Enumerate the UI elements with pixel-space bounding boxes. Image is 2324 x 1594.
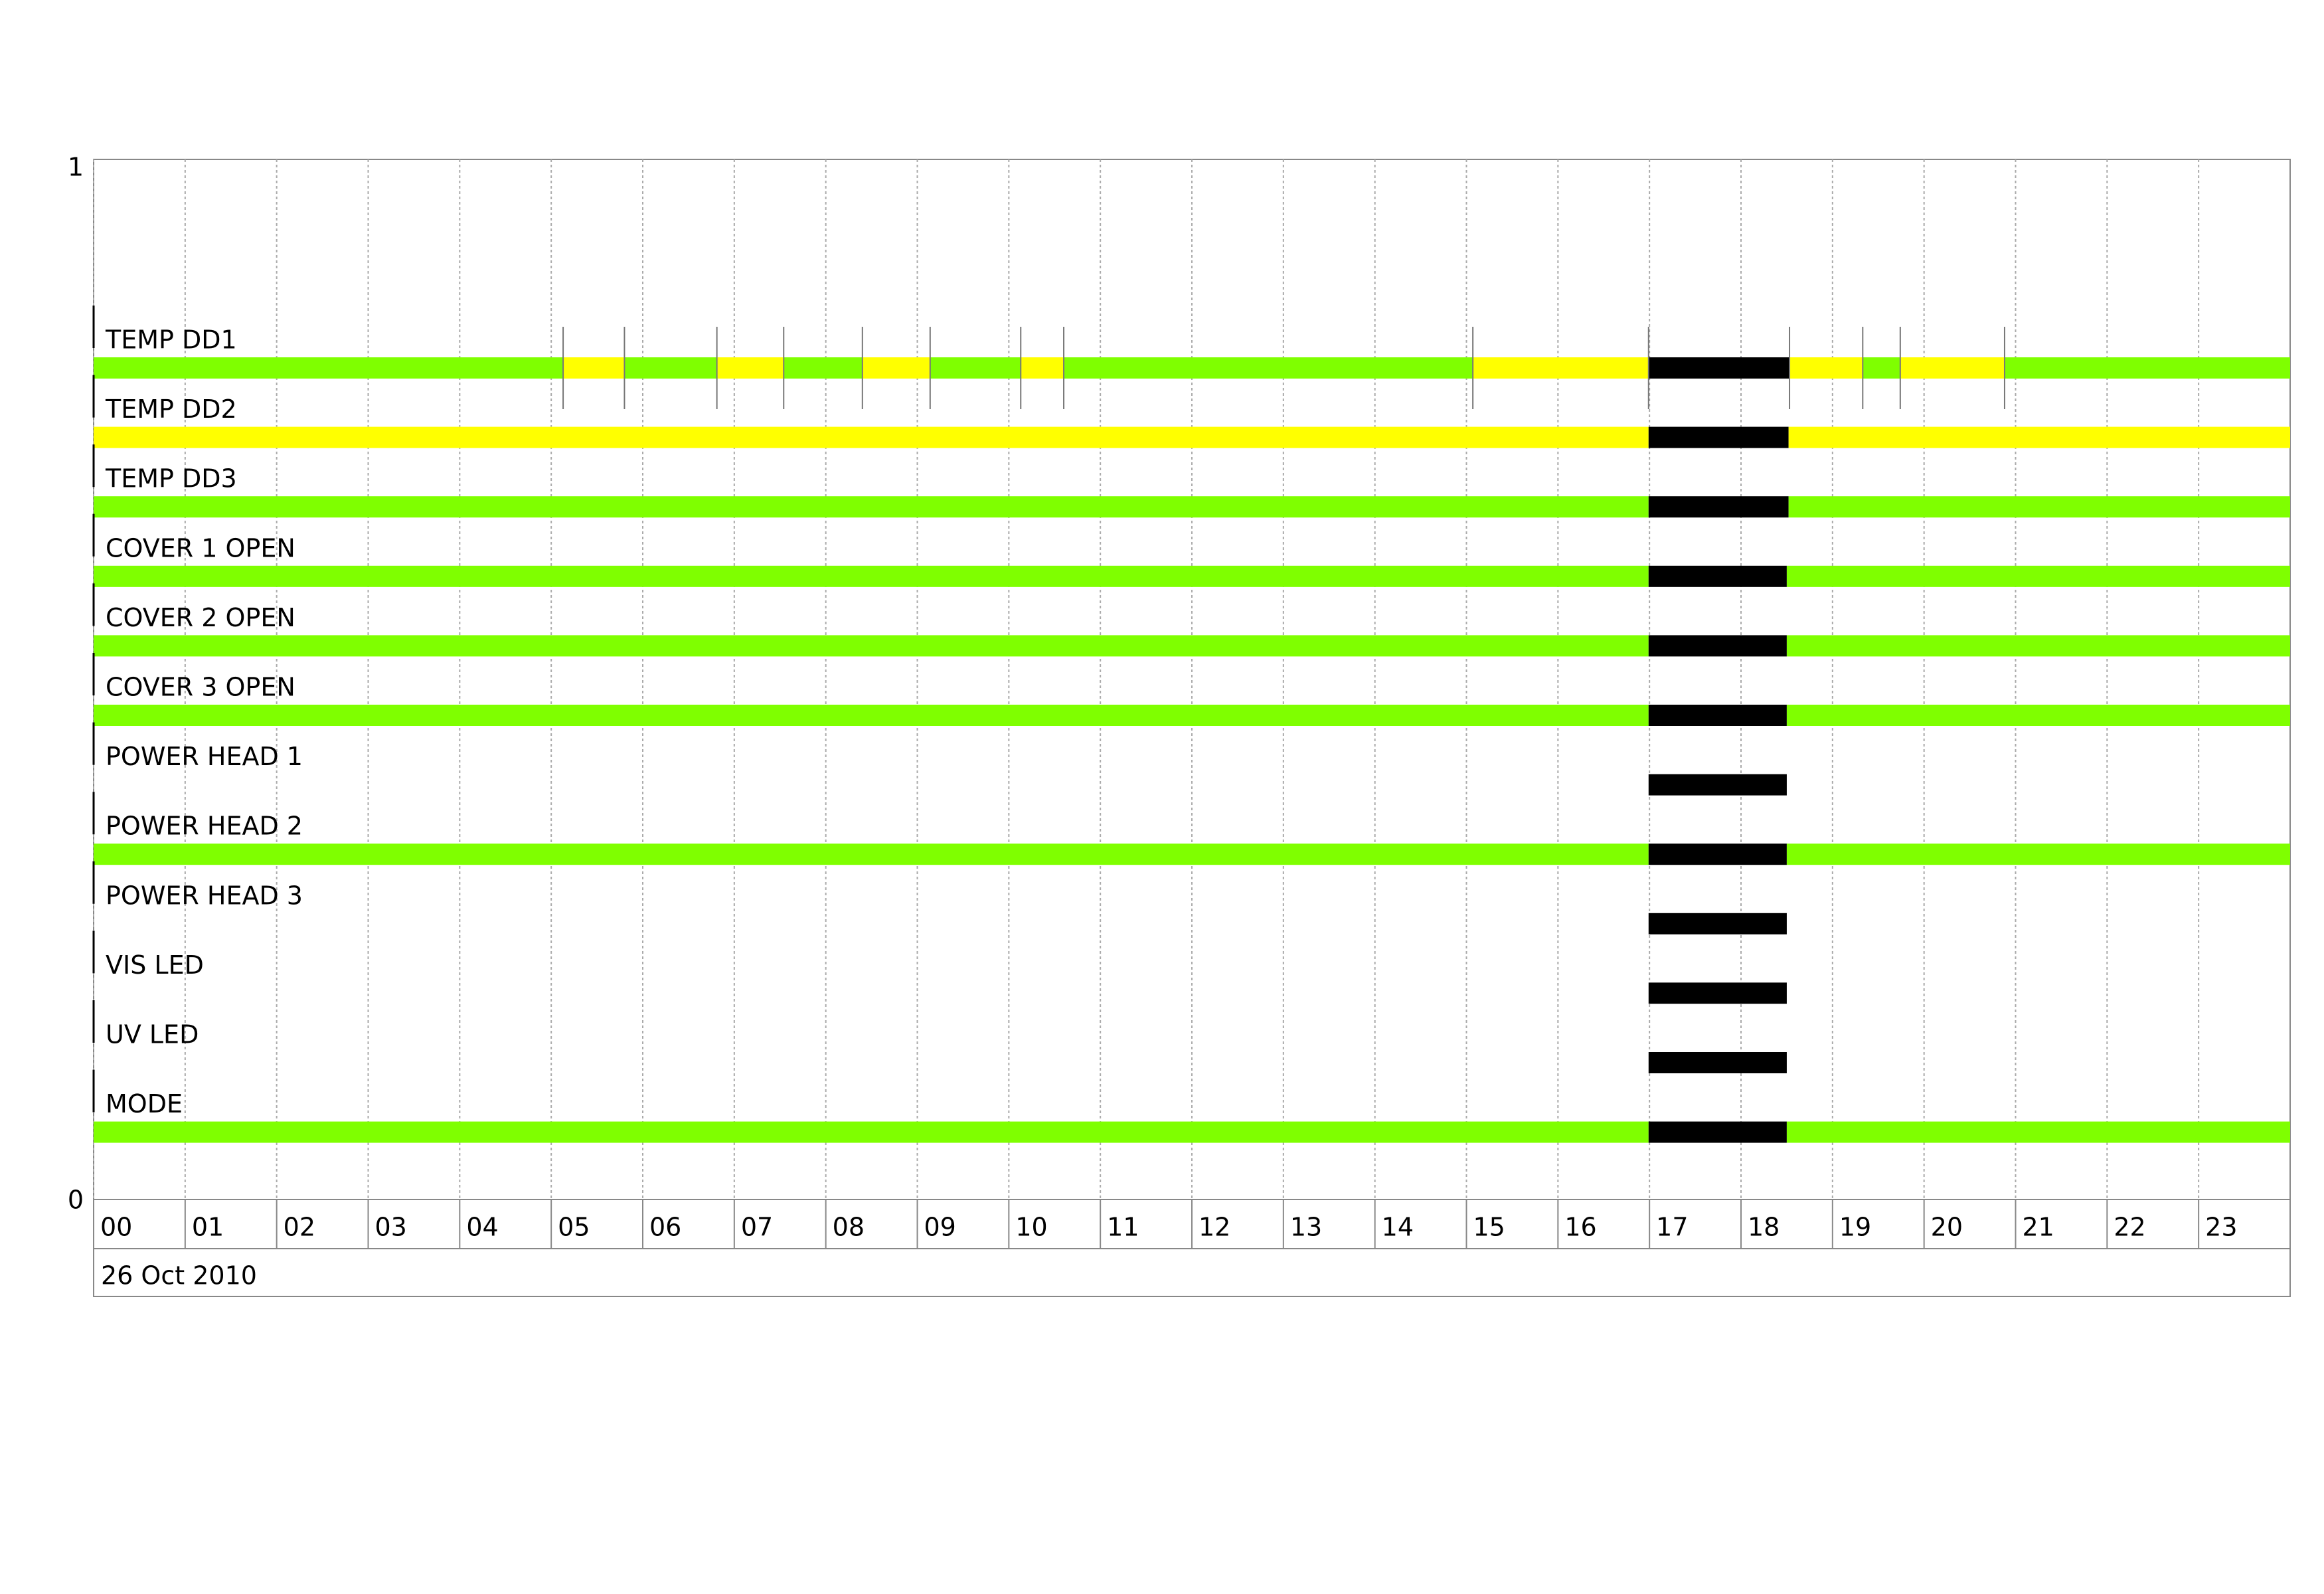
row-label: COVER 2 OPEN: [106, 603, 295, 632]
status-segment: [862, 357, 930, 379]
status-segment: [94, 496, 1649, 518]
y-tick-label: 1: [68, 153, 84, 182]
status-segment: [1648, 913, 1787, 934]
row-label: COVER 3 OPEN: [106, 673, 295, 702]
status-segment: [1473, 357, 1649, 379]
x-tick-label: 18: [1748, 1213, 1780, 1242]
status-segment: [1021, 357, 1064, 379]
status-segment: [94, 705, 1649, 726]
x-tick-label: 02: [284, 1213, 315, 1242]
y-tick-label: 0: [68, 1186, 84, 1215]
x-tick-label: 09: [924, 1213, 956, 1242]
status-segment: [94, 426, 1649, 448]
x-tick-label: 00: [100, 1213, 132, 1242]
row-label: POWER HEAD 3: [106, 881, 303, 910]
x-tick-label: 15: [1473, 1213, 1505, 1242]
status-segment: [624, 357, 717, 379]
x-tick-label: 22: [2114, 1213, 2145, 1242]
row-label: COVER 1 OPEN: [106, 533, 295, 563]
status-segment: [1786, 705, 2290, 726]
status-segment: [1788, 426, 2290, 448]
row-label: VIS LED: [106, 950, 204, 980]
status-segment: [1648, 565, 1787, 587]
x-tick-label: 16: [1564, 1213, 1596, 1242]
row-label: POWER HEAD 2: [106, 812, 303, 841]
status-segment: [94, 565, 1649, 587]
row-label: TEMP DD1: [105, 325, 237, 355]
row-label: MODE: [106, 1089, 183, 1118]
x-tick-label: 10: [1015, 1213, 1047, 1242]
status-segment: [1648, 1052, 1787, 1073]
x-tick-label: 11: [1107, 1213, 1139, 1242]
x-tick-label: 23: [2205, 1213, 2237, 1242]
status-segment: [1786, 843, 2290, 865]
x-tick-label: 17: [1656, 1213, 1688, 1242]
status-segment: [1786, 635, 2290, 657]
status-segment: [716, 357, 784, 379]
x-tick-label: 01: [192, 1213, 224, 1242]
status-segment: [1648, 426, 1789, 448]
x-tick-label: 04: [466, 1213, 498, 1242]
status-segment: [94, 357, 564, 379]
status-segment: [1788, 496, 2290, 518]
status-segment: [1648, 1121, 1787, 1143]
x-tick-label: 20: [1931, 1213, 1963, 1242]
status-segment: [563, 357, 625, 379]
status-segment: [1648, 774, 1787, 796]
status-segment: [2004, 357, 2290, 379]
status-segment: [1648, 496, 1789, 518]
row-label: UV LED: [106, 1020, 199, 1049]
status-segment: [1064, 357, 1473, 379]
x-tick-label: 21: [2023, 1213, 2054, 1242]
row-label: TEMP DD3: [105, 464, 237, 493]
status-segment: [1648, 357, 1790, 379]
x-tick-label: 03: [375, 1213, 407, 1242]
status-segment: [94, 1121, 1649, 1143]
status-segment: [94, 635, 1649, 657]
x-tick-label: 13: [1290, 1213, 1322, 1242]
x-tick-label: 06: [649, 1213, 681, 1242]
status-segment: [1863, 357, 1900, 379]
x-tick-label: 05: [558, 1213, 590, 1242]
x-tick-label: 12: [1199, 1213, 1230, 1242]
row-label: TEMP DD2: [105, 395, 237, 424]
status-segment: [1900, 357, 2005, 379]
status-segment: [1786, 565, 2290, 587]
status-segment: [1786, 1121, 2290, 1143]
row-label: POWER HEAD 1: [106, 742, 303, 771]
x-tick-label: 19: [1839, 1213, 1871, 1242]
status-segment: [1648, 843, 1787, 865]
status-segment: [94, 843, 1649, 865]
x-tick-label: 14: [1382, 1213, 1414, 1242]
status-segment: [930, 357, 1021, 379]
status-segment: [1648, 635, 1787, 657]
x-tick-label: 07: [741, 1213, 773, 1242]
x-tick-label: 08: [833, 1213, 865, 1242]
status-segment: [1789, 357, 1863, 379]
date-label: 26 Oct 2010: [101, 1261, 257, 1290]
status-segment: [784, 357, 863, 379]
status-segment: [1648, 982, 1787, 1004]
status-segment: [1648, 705, 1787, 726]
